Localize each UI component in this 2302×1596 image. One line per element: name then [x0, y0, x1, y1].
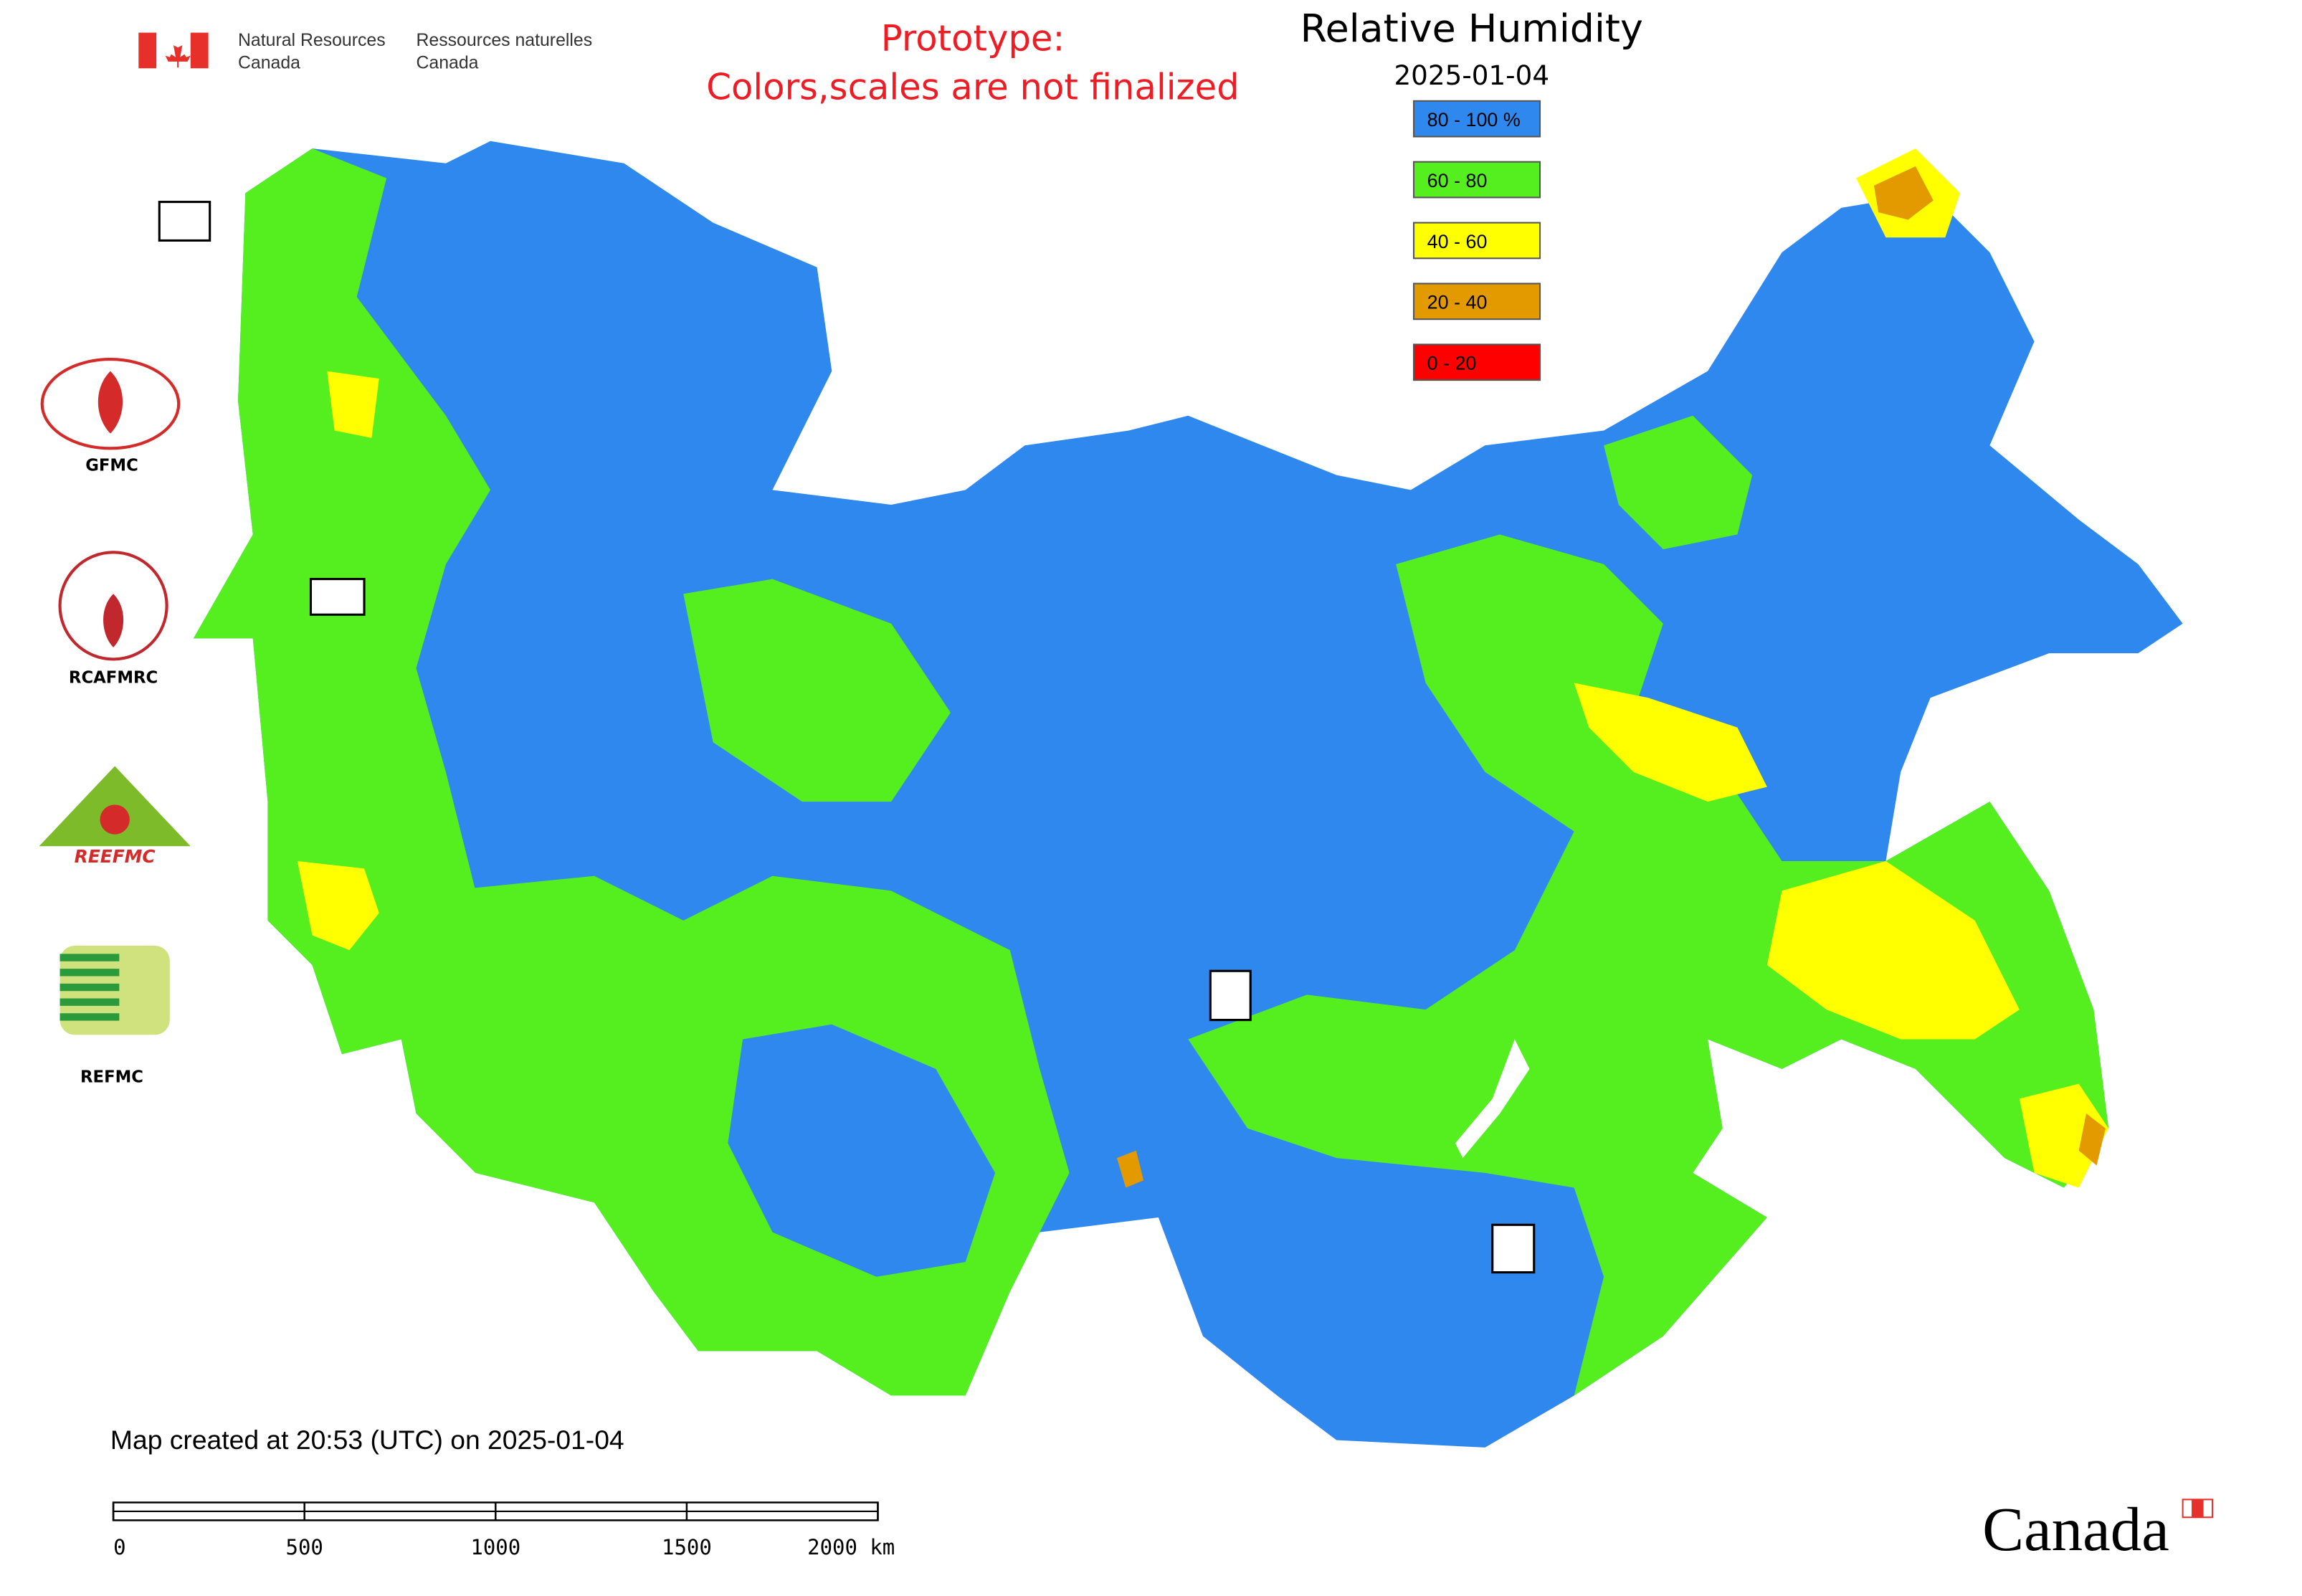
flag-band [190, 32, 209, 69]
humidity-zone [1604, 415, 1753, 550]
notice: Colors,scales are not finalized [706, 67, 1239, 108]
reefmc-emblem: REEFMC [75, 846, 156, 867]
legend-label: 60 - 80 [1427, 170, 1488, 191]
humidity-zone [1766, 861, 2020, 1040]
title: Relative Humidity [1300, 6, 1643, 51]
legend: 80 - 100 % 60 - 80 40 - 60 20 - 40 0 - 20 [1412, 100, 1541, 381]
logo-caption: GFMC [85, 456, 138, 475]
scale-bar: 0 500 1000 1500 2000 km [112, 1501, 895, 1559]
land [193, 141, 2183, 1448]
gfmc-logo [40, 358, 181, 450]
humidity-zone [2078, 1113, 2106, 1166]
humidity-zone [1873, 166, 1934, 220]
flag-band [138, 32, 157, 69]
humidity-zone [683, 579, 951, 802]
legend-swatch [1412, 100, 1541, 138]
rcafmrc-flame [103, 594, 124, 647]
humidity-zone [1188, 534, 2109, 1396]
rcafmrc-marker [1491, 1223, 1536, 1274]
canada-wordmark: Canada [1982, 1495, 2169, 1564]
reefmc-flame [100, 804, 130, 835]
humidity-zone [297, 861, 379, 951]
scale-label: 2000 km [807, 1535, 895, 1559]
humidity-zone [2019, 1083, 2109, 1188]
scale-label: 500 [286, 1535, 323, 1559]
legend-label: 0 - 20 [1427, 353, 1477, 374]
date: 2025-01-04 [1394, 60, 1549, 91]
legend-swatch [1412, 161, 1541, 199]
legend-label: 40 - 60 [1427, 231, 1488, 252]
agency-en: Canada [238, 53, 300, 72]
legend-swatch [1412, 222, 1541, 260]
humidity-zone [327, 371, 379, 438]
humidity-zone [193, 148, 491, 1114]
legend-swatch [1412, 343, 1541, 381]
scale-label: 1500 [662, 1535, 712, 1559]
created-note: Map created at 20:53 (UTC) on 2025-01-04 [110, 1425, 624, 1455]
legend-label: 80 - 100 % [1427, 109, 1521, 130]
wordmark-flag-leaf [2192, 1499, 2204, 1518]
agency-fr: Canada [417, 53, 479, 72]
agency-fr: Ressources naturelles [417, 31, 593, 50]
logo-caption: REFMC [80, 1068, 143, 1087]
humidity-zone [728, 1024, 996, 1277]
gfmc-flame [97, 371, 123, 434]
lake-baikal [1455, 1039, 1530, 1159]
refmc-marker [1209, 969, 1252, 1022]
notice: Prototype: [881, 17, 1065, 59]
scale-label: 1000 [470, 1535, 520, 1559]
refmc-stripes [60, 954, 120, 1021]
legend-label: 20 - 40 [1427, 292, 1488, 313]
humidity-zone [1574, 683, 1767, 802]
humidity-zone [1116, 1150, 1144, 1188]
scale-label: 0 [113, 1535, 125, 1559]
maple-leaf [165, 38, 191, 68]
legend-swatch [1412, 282, 1541, 320]
logo-caption: RCAFMRC [69, 669, 158, 688]
reefmc-marker [309, 578, 366, 616]
agency-en: Natural Resources [238, 31, 386, 50]
gfmc-marker [158, 201, 211, 242]
